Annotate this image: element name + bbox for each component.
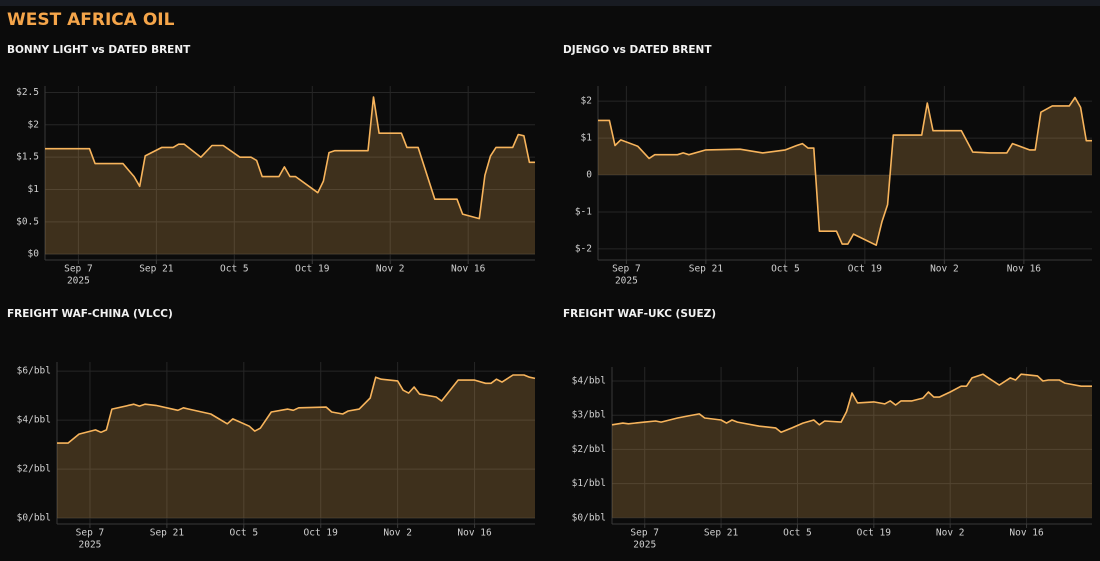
y-tick-label: $1	[28, 184, 40, 195]
x-tick-label: Oct 5	[220, 264, 249, 275]
y-tick-label: $-2	[575, 243, 592, 254]
y-tick-label: $1	[581, 133, 593, 144]
chart-title: DJENGO vs DATED BRENT	[563, 44, 712, 56]
area-fill	[57, 375, 535, 519]
x-tick-label: Sep 7	[76, 528, 105, 539]
chart-title: FREIGHT WAF-UKC (SUEZ)	[563, 308, 716, 320]
x-tick-label: Nov 16	[1009, 528, 1044, 539]
x-tick-label: Sep 7	[64, 264, 93, 275]
y-tick-label: $-1	[575, 206, 592, 217]
line	[45, 96, 535, 220]
chart-title: FREIGHT WAF-CHINA (VLCC)	[7, 308, 173, 320]
line	[57, 374, 536, 444]
y-tick-label: $3/bbl	[572, 410, 606, 421]
y-tick-label: $1/bbl	[572, 478, 606, 489]
x-tick-label: Nov 16	[457, 528, 492, 539]
x-tick-label: Sep 21	[689, 264, 724, 275]
line	[598, 96, 1092, 246]
top-bar	[0, 0, 1100, 6]
x-tick-label: Oct 19	[304, 528, 339, 539]
y-tick-label: $2	[581, 96, 592, 107]
y-tick-label: $0	[28, 249, 40, 260]
x-tick-label: Nov 16	[451, 264, 486, 275]
x-tick-label: Sep 21	[704, 528, 739, 539]
y-tick-label: $2/bbl	[572, 444, 606, 455]
x-tick-year: 2025	[615, 276, 638, 287]
area-fill	[598, 97, 1092, 246]
y-tick-label: $2	[28, 119, 39, 130]
y-tick-label: $0/bbl	[17, 513, 51, 524]
x-tick-label: Nov 2	[383, 528, 412, 539]
area-fill	[45, 97, 535, 255]
x-tick-label: Nov 2	[376, 264, 405, 275]
y-tick-label: 0	[586, 170, 592, 181]
x-tick-year: 2025	[633, 540, 656, 551]
y-tick-label: $2.5	[16, 87, 39, 98]
y-tick-label: $6/bbl	[17, 366, 51, 377]
y-tick-label: $0/bbl	[572, 512, 606, 523]
page-title: WEST AFRICA OIL	[7, 10, 175, 30]
y-tick-label: $0.5	[16, 216, 39, 227]
y-tick-label: $2/bbl	[17, 464, 51, 475]
line	[611, 373, 1092, 434]
x-tick-label: Sep 21	[139, 264, 174, 275]
y-tick-label: $4/bbl	[572, 376, 606, 387]
x-tick-label: Oct 19	[295, 264, 330, 275]
x-tick-label: Oct 5	[783, 528, 812, 539]
y-tick-label: $1.5	[16, 152, 39, 163]
x-tick-label: Oct 5	[771, 264, 800, 275]
x-tick-label: Sep 7	[612, 264, 641, 275]
y-tick-label: $4/bbl	[17, 415, 51, 426]
x-tick-year: 2025	[79, 540, 102, 551]
area-fill	[612, 374, 1092, 518]
x-tick-label: Nov 2	[936, 528, 965, 539]
chart-title: BONNY LIGHT vs DATED BRENT	[7, 44, 191, 56]
x-tick-label: Sep 21	[150, 528, 185, 539]
x-tick-label: Sep 7	[630, 528, 659, 539]
x-tick-label: Oct 5	[229, 528, 258, 539]
x-tick-label: Nov 2	[930, 264, 959, 275]
x-tick-label: Oct 19	[848, 264, 883, 275]
x-tick-label: Oct 19	[857, 528, 892, 539]
x-tick-label: Nov 16	[1007, 264, 1042, 275]
x-tick-year: 2025	[67, 276, 90, 287]
